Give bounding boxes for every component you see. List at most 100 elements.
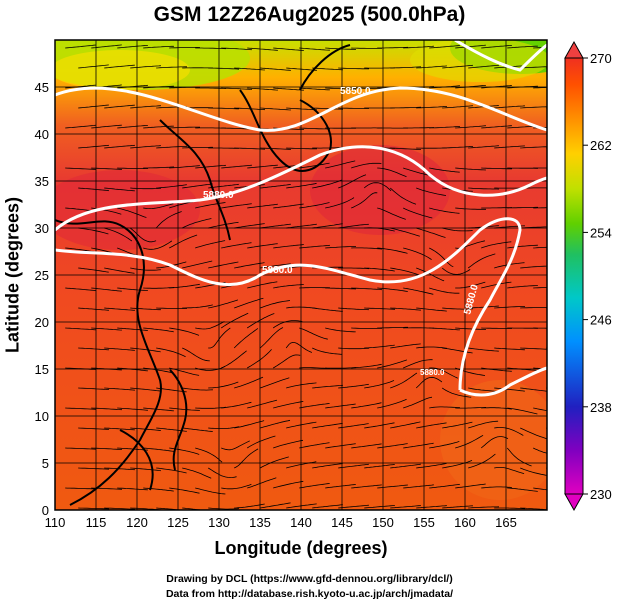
streamline bbox=[377, 359, 408, 369]
streamline bbox=[182, 387, 213, 391]
contour-label: 5850.0 bbox=[340, 86, 371, 97]
streamline bbox=[182, 347, 210, 362]
streamline bbox=[234, 262, 265, 269]
streamline bbox=[351, 247, 383, 250]
streamline bbox=[312, 147, 344, 149]
contour-label: 5880.0 bbox=[420, 368, 445, 377]
streamline bbox=[442, 64, 473, 69]
streamline bbox=[259, 327, 284, 349]
streamline bbox=[78, 507, 110, 510]
streamline bbox=[429, 406, 460, 409]
x-tick-label: 140 bbox=[290, 515, 312, 530]
streamline bbox=[403, 287, 434, 295]
streamline bbox=[481, 125, 512, 129]
streamline bbox=[546, 507, 547, 509]
streamline bbox=[169, 327, 200, 336]
streamline bbox=[442, 505, 473, 509]
streamline bbox=[221, 127, 253, 130]
streamline bbox=[338, 504, 369, 509]
streamline bbox=[169, 234, 198, 249]
streamline bbox=[415, 376, 443, 389]
streamline bbox=[221, 483, 252, 490]
streamline bbox=[351, 162, 382, 169]
streamline bbox=[364, 307, 396, 310]
streamline bbox=[104, 507, 136, 510]
streamline bbox=[351, 443, 382, 449]
streamline bbox=[377, 287, 408, 292]
streamline bbox=[468, 305, 499, 309]
streamline bbox=[143, 407, 174, 412]
streamline bbox=[377, 443, 408, 449]
streamline bbox=[260, 377, 290, 389]
x-axis-label: Longitude (degrees) bbox=[214, 538, 388, 558]
streamline bbox=[442, 460, 473, 469]
y-tick-label: 0 bbox=[42, 503, 49, 518]
streamline bbox=[377, 247, 408, 254]
streamline bbox=[338, 307, 369, 311]
streamline bbox=[390, 463, 421, 469]
streamline bbox=[195, 202, 226, 209]
streamline bbox=[272, 354, 301, 369]
streamline bbox=[78, 104, 109, 109]
streamline bbox=[143, 287, 175, 289]
streamline bbox=[403, 484, 434, 489]
streamline bbox=[260, 107, 291, 111]
streamline bbox=[247, 164, 278, 169]
streamline bbox=[390, 421, 421, 429]
colorbar-tick-label: 238 bbox=[590, 400, 612, 415]
streamline bbox=[65, 124, 96, 129]
streamline bbox=[156, 347, 186, 358]
streamline bbox=[338, 223, 369, 229]
streamline bbox=[520, 347, 547, 350]
streamline bbox=[208, 507, 240, 510]
streamline bbox=[312, 384, 343, 389]
streamline bbox=[416, 307, 447, 312]
x-tick-label: 150 bbox=[372, 515, 394, 530]
streamline bbox=[299, 162, 330, 169]
streamline bbox=[299, 47, 330, 51]
streamline bbox=[273, 401, 304, 409]
streamline bbox=[286, 306, 317, 309]
streamline bbox=[143, 125, 174, 129]
streamline bbox=[416, 187, 447, 196]
streamline bbox=[286, 107, 317, 111]
streamline bbox=[338, 347, 370, 350]
streamline bbox=[208, 221, 239, 229]
streamline bbox=[273, 47, 304, 51]
streamline bbox=[338, 107, 369, 109]
streamline bbox=[364, 505, 395, 509]
height-contours bbox=[55, 40, 547, 397]
streamline bbox=[285, 341, 313, 353]
streamline bbox=[182, 260, 213, 269]
streamline bbox=[78, 144, 109, 149]
streamline bbox=[312, 179, 343, 189]
contour-5880-south bbox=[55, 217, 522, 391]
streamline bbox=[220, 312, 249, 329]
streamline bbox=[234, 376, 264, 389]
streamline bbox=[429, 167, 460, 173]
streamline bbox=[403, 442, 434, 449]
y-tick-labels: 0 5 10 15 20 25 30 35 40 45 bbox=[35, 80, 49, 518]
plot-frame bbox=[54, 39, 548, 511]
streamline bbox=[260, 502, 291, 509]
streamline bbox=[390, 227, 420, 237]
streamline bbox=[468, 387, 499, 392]
streamline bbox=[299, 244, 330, 249]
x-tick-label: 135 bbox=[249, 515, 271, 530]
streamline bbox=[143, 447, 174, 452]
streamline bbox=[286, 67, 317, 71]
streamline bbox=[234, 448, 259, 469]
streamline bbox=[468, 420, 499, 429]
streamline bbox=[533, 246, 547, 249]
streamline bbox=[338, 383, 369, 389]
streamline bbox=[65, 44, 96, 49]
streamline bbox=[442, 227, 473, 232]
streamline bbox=[403, 45, 434, 49]
colorbar-tick-label: 246 bbox=[590, 313, 612, 328]
streamline bbox=[260, 419, 291, 429]
streamline bbox=[221, 401, 252, 409]
streamline bbox=[208, 381, 239, 389]
streamline bbox=[416, 227, 446, 238]
streamline bbox=[286, 223, 317, 229]
streamline bbox=[247, 477, 277, 489]
